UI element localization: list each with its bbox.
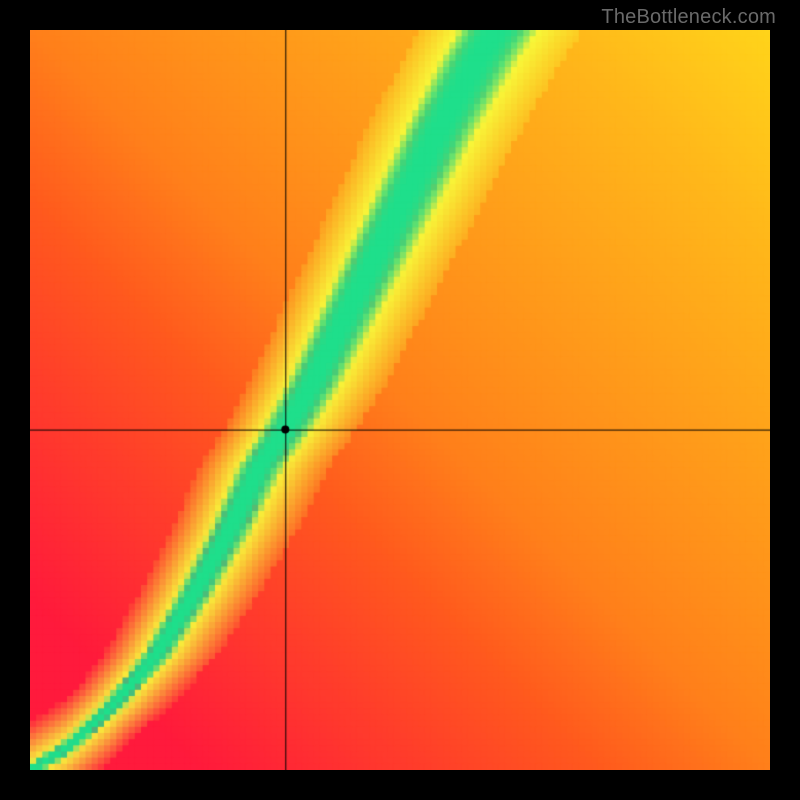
bottleneck-heatmap	[30, 30, 770, 770]
watermark-label: TheBottleneck.com	[601, 6, 776, 29]
